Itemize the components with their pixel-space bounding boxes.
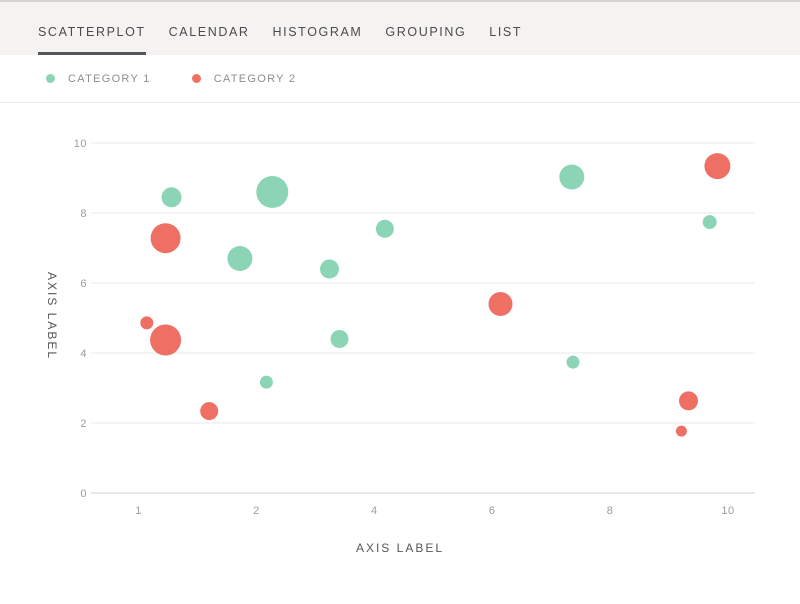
bubble-category-1[interactable]: [566, 355, 580, 369]
tab-scatterplot[interactable]: SCATTERPLOT: [38, 2, 146, 55]
bubble-category-2[interactable]: [150, 223, 181, 254]
x-tick-label: 1: [135, 505, 142, 517]
chart-legend: CATEGORY 1 CATEGORY 2: [0, 55, 800, 102]
bubble-category-1[interactable]: [702, 215, 717, 230]
y-axis-label: AXIS LABEL: [45, 272, 59, 360]
x-tick-label: 10: [721, 505, 734, 517]
legend-label: CATEGORY 2: [213, 72, 297, 85]
legend-item-category-2[interactable]: CATEGORY 2: [191, 72, 297, 85]
tab-histogram[interactable]: HISTOGRAM: [272, 24, 363, 39]
bubble-category-1[interactable]: [161, 187, 182, 208]
bubble-category-2[interactable]: [488, 292, 513, 316]
x-axis-label: AXIS LABEL: [356, 541, 444, 555]
bubble-category-2[interactable]: [679, 391, 698, 411]
tab-grouping[interactable]: GROUPING: [385, 24, 467, 39]
tab-list[interactable]: LIST: [489, 24, 523, 39]
bubble-category-1[interactable]: [227, 246, 253, 271]
y-tick-label: 0: [80, 488, 87, 500]
y-tick-label: 8: [80, 208, 87, 220]
bubble-category-1[interactable]: [330, 330, 349, 348]
bubble-category-1[interactable]: [375, 219, 394, 238]
y-tick-label: 2: [80, 418, 87, 430]
bubble-category-1[interactable]: [559, 164, 585, 190]
y-tick-label: 10: [74, 138, 87, 150]
x-tick-label: 8: [607, 505, 614, 517]
bubble-category-2[interactable]: [150, 324, 182, 356]
bubble-category-1[interactable]: [259, 375, 273, 389]
legend-dot-icon: [46, 74, 55, 83]
legend-label: CATEGORY 1: [68, 72, 151, 85]
x-tick-label: 6: [489, 505, 496, 517]
legend-dot-icon: [191, 74, 201, 83]
legend-divider: [0, 102, 800, 103]
tab-calendar[interactable]: CALENDAR: [168, 24, 250, 39]
y-tick-label: 4: [80, 348, 87, 360]
bubble-category-2[interactable]: [675, 425, 687, 437]
bubble-category-2[interactable]: [140, 316, 154, 330]
y-tick-label: 6: [80, 278, 87, 290]
x-tick-label: 2: [253, 505, 260, 517]
legend-item-category-1[interactable]: CATEGORY 1: [46, 73, 151, 85]
bubble-category-1[interactable]: [256, 176, 289, 208]
x-tick-label: 4: [371, 505, 378, 517]
bubble-category-2[interactable]: [704, 153, 731, 180]
bubble-category-1[interactable]: [320, 259, 339, 279]
tab-bar: SCATTERPLOT CALENDAR HISTOGRAM GROUPING LIST: [0, 0, 800, 55]
bubble-category-2[interactable]: [200, 402, 219, 421]
